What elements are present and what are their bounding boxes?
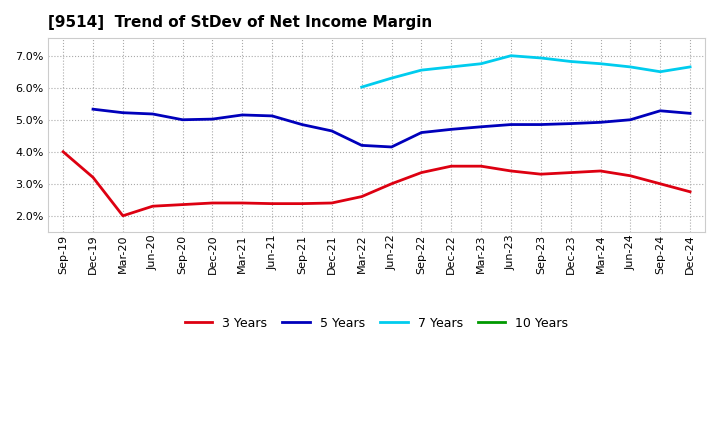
7 Years xyxy=(685,64,694,70)
3 Years xyxy=(447,164,456,169)
3 Years xyxy=(626,173,635,178)
3 Years xyxy=(685,189,694,194)
5 Years xyxy=(148,111,157,117)
3 Years xyxy=(297,201,306,206)
3 Years xyxy=(59,149,68,154)
5 Years xyxy=(179,117,187,122)
7 Years xyxy=(656,69,665,74)
3 Years xyxy=(119,213,127,218)
5 Years xyxy=(477,124,485,129)
7 Years xyxy=(536,55,545,61)
5 Years xyxy=(328,128,336,134)
5 Years xyxy=(387,144,396,150)
5 Years xyxy=(507,122,516,127)
7 Years xyxy=(417,67,426,73)
7 Years xyxy=(477,61,485,66)
Line: 7 Years: 7 Years xyxy=(361,56,690,87)
3 Years xyxy=(507,169,516,174)
3 Years xyxy=(328,200,336,205)
5 Years xyxy=(626,117,635,122)
5 Years xyxy=(417,130,426,135)
5 Years xyxy=(656,108,665,114)
5 Years xyxy=(447,127,456,132)
3 Years xyxy=(238,200,246,205)
Legend: 3 Years, 5 Years, 7 Years, 10 Years: 3 Years, 5 Years, 7 Years, 10 Years xyxy=(180,312,573,335)
7 Years xyxy=(357,84,366,90)
3 Years xyxy=(596,169,605,174)
Line: 5 Years: 5 Years xyxy=(93,109,690,147)
5 Years xyxy=(238,112,246,117)
5 Years xyxy=(268,113,276,118)
7 Years xyxy=(447,64,456,70)
5 Years xyxy=(89,106,97,112)
7 Years xyxy=(507,53,516,59)
7 Years xyxy=(567,59,575,64)
3 Years xyxy=(656,181,665,187)
Text: [9514]  Trend of StDev of Net Income Margin: [9514] Trend of StDev of Net Income Marg… xyxy=(48,15,433,30)
7 Years xyxy=(626,64,635,70)
5 Years xyxy=(567,121,575,126)
3 Years xyxy=(148,204,157,209)
3 Years xyxy=(567,170,575,175)
5 Years xyxy=(208,117,217,122)
7 Years xyxy=(387,76,396,81)
3 Years xyxy=(477,164,485,169)
5 Years xyxy=(596,120,605,125)
3 Years xyxy=(89,175,97,180)
5 Years xyxy=(297,122,306,127)
7 Years xyxy=(596,61,605,66)
3 Years xyxy=(268,201,276,206)
3 Years xyxy=(417,170,426,175)
3 Years xyxy=(208,200,217,205)
5 Years xyxy=(685,111,694,116)
3 Years xyxy=(536,172,545,177)
Line: 3 Years: 3 Years xyxy=(63,152,690,216)
3 Years xyxy=(387,181,396,187)
5 Years xyxy=(536,122,545,127)
5 Years xyxy=(357,143,366,148)
5 Years xyxy=(119,110,127,115)
3 Years xyxy=(357,194,366,199)
3 Years xyxy=(179,202,187,207)
